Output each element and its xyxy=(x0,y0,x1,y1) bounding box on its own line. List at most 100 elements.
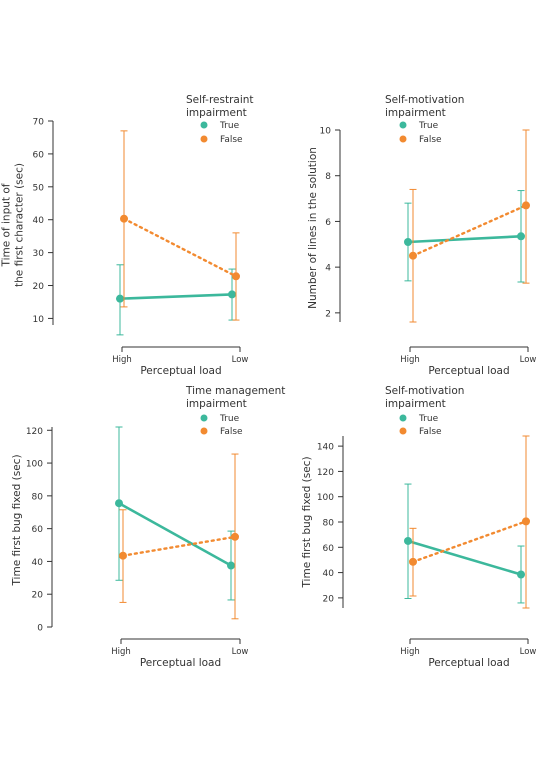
data-point-false xyxy=(119,551,127,560)
data-point-true xyxy=(404,536,412,545)
legend-label: True xyxy=(219,414,240,424)
legend-title-line: impairment xyxy=(186,398,247,410)
x-tick-label: Low xyxy=(520,355,537,365)
series-line-true xyxy=(407,234,522,244)
data-point-false xyxy=(120,214,128,223)
legend-marker-true xyxy=(399,121,407,129)
x-tick-label: High xyxy=(111,647,131,657)
x-tick-label: High xyxy=(400,647,420,657)
y-tick-label: 70 xyxy=(33,118,45,128)
y-tick-label: 80 xyxy=(323,519,335,529)
y-tick-label: 120 xyxy=(317,468,334,478)
y-tick-label: 100 xyxy=(317,493,334,503)
chart-panel-1: 10 20 30 40 50 60 70 High Low Perceptual load Time… xyxy=(1,94,254,377)
y-tick-label: 0 xyxy=(37,624,43,634)
legend-marker-false xyxy=(200,427,208,435)
series-line-true xyxy=(118,502,232,567)
y-tick-label: 100 xyxy=(26,460,43,470)
legend-label: False xyxy=(419,427,442,437)
series-line-false xyxy=(411,520,528,564)
y-tick-label: 60 xyxy=(323,544,335,554)
legend-label: True xyxy=(418,121,439,131)
legend-label: True xyxy=(219,121,240,131)
legend-label: False xyxy=(419,135,442,145)
y-axis-label-line: the first character (sec) xyxy=(14,163,26,287)
y-tick-label: 10 xyxy=(320,127,332,137)
data-point-true xyxy=(228,290,236,299)
y-axis-label-line: Number of lines in the solution xyxy=(307,147,319,309)
series-line-true xyxy=(119,293,233,300)
x-axis-label: Perceptual load xyxy=(428,657,509,669)
data-point-false xyxy=(409,251,417,260)
y-axis-label: Number of lines in the solution xyxy=(307,147,319,309)
data-point-false xyxy=(522,517,530,526)
y-axis-label: Time first bug fixed (sec) xyxy=(301,456,313,588)
legend-marker-false xyxy=(399,135,407,143)
legend-label: False xyxy=(220,427,243,437)
data-point-true xyxy=(115,499,123,508)
x-axis-label: Perceptual load xyxy=(428,365,509,377)
y-tick-label: 50 xyxy=(33,183,45,193)
y-tick-label: 40 xyxy=(323,569,335,579)
legend-title-line: Time management xyxy=(185,385,285,397)
legend-title-line: impairment xyxy=(385,398,446,410)
y-tick-label: 6 xyxy=(325,218,331,228)
y-tick-label: 8 xyxy=(325,172,331,182)
data-point-true xyxy=(517,570,525,579)
data-point-false xyxy=(409,557,417,566)
legend-title-line: Self-motivation xyxy=(385,385,464,397)
legend-title-line: impairment xyxy=(186,107,247,119)
legend-marker-false xyxy=(200,135,208,143)
data-point-true xyxy=(116,294,124,303)
legend-title-line: Self-motivation xyxy=(385,94,464,106)
y-axis-label-line: Time first bug fixed (sec) xyxy=(301,456,313,588)
y-tick-label: 10 xyxy=(33,315,45,325)
y-tick-label: 80 xyxy=(32,492,44,502)
y-tick-label: 140 xyxy=(317,443,334,453)
series-line-false xyxy=(121,535,237,557)
y-tick-label: 20 xyxy=(323,594,335,604)
y-tick-label: 4 xyxy=(325,264,331,274)
x-tick-label: Low xyxy=(520,647,537,657)
x-tick-label: Low xyxy=(232,647,249,657)
x-axis-label: Perceptual load xyxy=(140,365,221,377)
y-axis-label: Time first bug fixed (sec) xyxy=(11,454,23,586)
legend-title-line: impairment xyxy=(385,107,446,119)
legend-title-line: Self-restraint xyxy=(186,94,254,106)
legend-marker-true xyxy=(399,414,407,422)
x-tick-label: Low xyxy=(232,355,249,365)
x-axis-label: Perceptual load xyxy=(140,657,221,669)
y-axis-label: Time of input ofthe first character (sec… xyxy=(1,163,26,287)
series-line-true xyxy=(407,539,522,576)
y-axis-label-line: Time first bug fixed (sec) xyxy=(11,454,23,586)
y-tick-label: 2 xyxy=(325,309,331,319)
x-tick-label: High xyxy=(400,355,420,365)
chart-panel-3: 0 20 40 60 80 100 120 High Low Perceptual load Tim… xyxy=(11,385,285,669)
legend-label: True xyxy=(418,414,439,424)
y-tick-label: 40 xyxy=(33,216,45,226)
y-tick-label: 30 xyxy=(33,249,45,259)
data-point-true xyxy=(227,561,235,570)
data-point-true xyxy=(517,232,525,241)
chart-panel-2: 2 4 6 8 10 High Low Perceptual load Number of li… xyxy=(307,94,536,377)
y-tick-label: 60 xyxy=(32,525,44,535)
legend-marker-false xyxy=(399,427,407,435)
series-line-false xyxy=(122,217,238,278)
y-tick-label: 20 xyxy=(32,591,44,601)
y-tick-label: 120 xyxy=(26,427,43,437)
y-tick-label: 20 xyxy=(33,282,45,292)
y-tick-label: 40 xyxy=(32,558,44,568)
data-point-true xyxy=(404,238,412,246)
series-line-false xyxy=(411,204,528,257)
legend-marker-true xyxy=(200,121,208,129)
data-point-false xyxy=(231,532,239,541)
data-point-false xyxy=(522,201,530,210)
legend-marker-true xyxy=(200,414,208,422)
y-tick-label: 60 xyxy=(33,150,45,160)
chart-panel-4: 20 40 60 80 100 120 140 High Low Perceptual load T… xyxy=(301,385,536,669)
